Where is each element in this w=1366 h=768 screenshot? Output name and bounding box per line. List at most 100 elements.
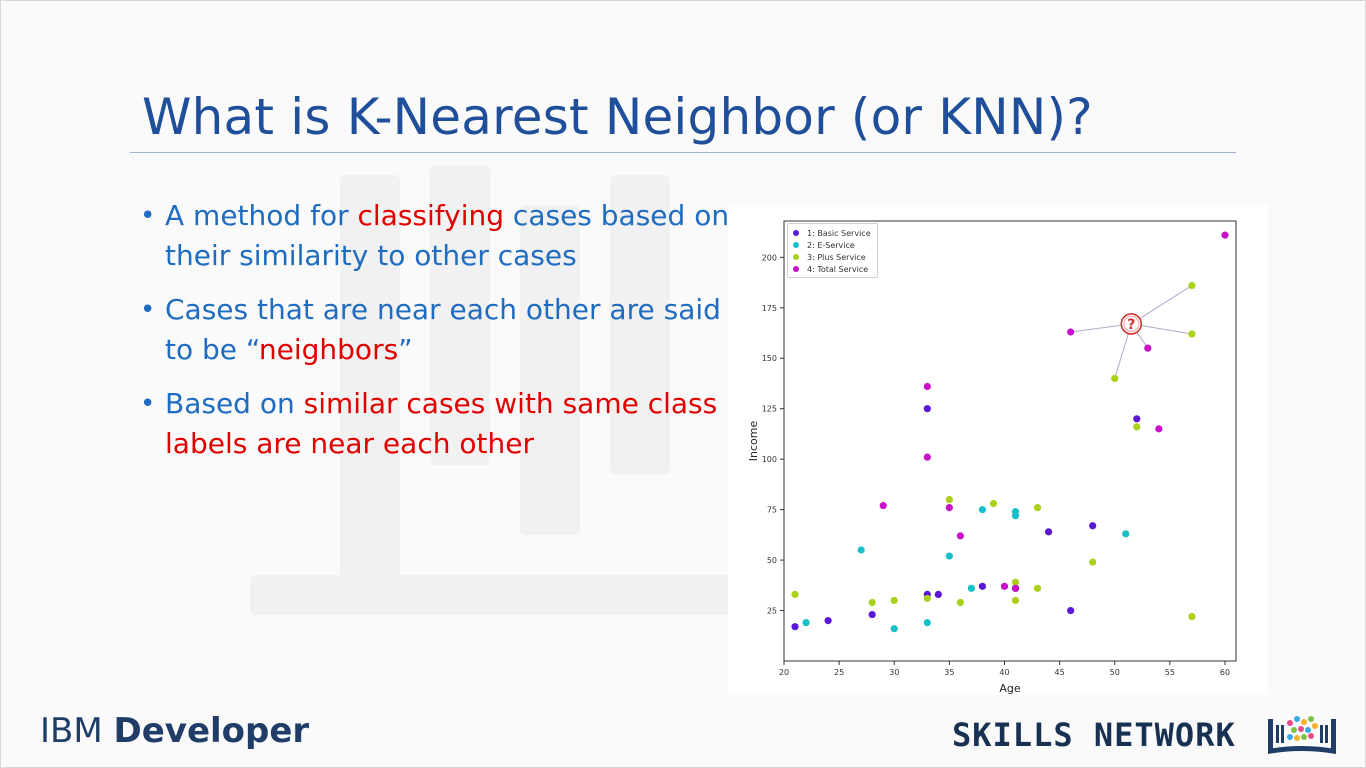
data-point xyxy=(945,504,953,512)
bullet-text: cases based on their similarity to other… xyxy=(165,199,730,272)
y-tick-label: 25 xyxy=(767,607,777,616)
x-tick-label: 30 xyxy=(889,668,899,677)
developer-wordmark: Developer xyxy=(113,711,310,751)
data-point xyxy=(923,594,931,603)
data-point xyxy=(890,625,898,633)
bullet-text: ” xyxy=(398,333,413,366)
x-tick-label: 45 xyxy=(1055,668,1065,677)
data-point xyxy=(824,617,832,625)
legend-marker xyxy=(793,266,799,272)
ibm-developer-logo: IBM Developer xyxy=(40,711,309,751)
x-tick-label: 50 xyxy=(1110,668,1120,677)
data-point xyxy=(934,590,942,598)
x-tick-label: 25 xyxy=(834,668,844,677)
y-tick-label: 150 xyxy=(762,354,777,363)
data-point xyxy=(1133,415,1141,423)
data-point xyxy=(1111,374,1119,383)
bullet-item: Cases that are near each other are said … xyxy=(140,290,740,370)
data-point xyxy=(923,405,931,413)
y-tick-label: 125 xyxy=(762,405,777,414)
y-tick-label: 175 xyxy=(762,304,777,313)
x-tick-label: 55 xyxy=(1165,668,1175,677)
data-point xyxy=(1033,584,1042,592)
bullet-item: Based on similar cases with same class l… xyxy=(140,384,740,464)
highlighted-text: neighbors xyxy=(258,333,399,366)
y-tick-label: 200 xyxy=(762,253,777,262)
bullet-text: A method for xyxy=(165,199,358,232)
legend-entry: 4: Total Service xyxy=(793,263,871,275)
data-point xyxy=(1188,612,1196,621)
data-point xyxy=(1067,328,1075,336)
legend-entry: 1: Basic Service xyxy=(793,227,871,239)
data-point xyxy=(1133,423,1141,431)
data-point xyxy=(1221,231,1229,239)
data-point xyxy=(1144,344,1152,352)
x-tick-label: 20 xyxy=(779,668,789,677)
data-point xyxy=(1188,281,1196,290)
x-tick-label: 40 xyxy=(999,668,1009,677)
data-point xyxy=(956,598,964,607)
data-point xyxy=(1089,558,1097,566)
scatter-plot: 20 25 30 35 40 45 50 55 60 25 50 75 100 125 150 175 200 A… xyxy=(747,220,1237,695)
data-point xyxy=(879,501,887,510)
y-axis-label: Income xyxy=(747,421,760,462)
data-point xyxy=(1122,530,1130,538)
query-point-ring xyxy=(1123,315,1140,332)
data-point xyxy=(978,582,987,590)
data-point xyxy=(1188,330,1196,338)
legend-label: 4: Total Service xyxy=(807,264,869,274)
legend-entry: 2: E-Service xyxy=(793,239,871,251)
data-point xyxy=(978,506,987,514)
data-point xyxy=(956,532,964,540)
x-tick-label: 60 xyxy=(1220,668,1230,677)
data-point xyxy=(1000,582,1009,590)
data-point xyxy=(923,453,931,461)
legend-label: 2: E-Service xyxy=(807,240,855,250)
query-point-label: ? xyxy=(1127,317,1135,333)
legend-marker xyxy=(793,254,799,260)
highlighted-text: similar cases with same class labels are… xyxy=(165,387,718,460)
data-point xyxy=(868,598,876,607)
data-point xyxy=(1011,578,1020,586)
bullet-item: A method for classifying cases based on … xyxy=(140,196,740,276)
title-divider xyxy=(130,152,1236,153)
y-tick-label: 75 xyxy=(767,506,777,515)
plot-area xyxy=(783,220,1237,662)
slide-title: What is K-Nearest Neighbor (or KNN)? xyxy=(142,88,1093,146)
y-tick-label: 50 xyxy=(767,556,777,565)
data-point xyxy=(1011,508,1020,516)
data-point xyxy=(967,584,976,592)
legend-marker xyxy=(793,230,799,236)
x-axis-label: Age xyxy=(999,682,1021,695)
data-point xyxy=(1155,425,1163,433)
data-point xyxy=(923,382,931,391)
ibm-wordmark: IBM xyxy=(40,711,103,751)
data-point xyxy=(890,596,898,605)
data-point xyxy=(1067,606,1075,615)
x-tick-label: 35 xyxy=(944,668,954,677)
data-point xyxy=(1089,522,1097,530)
knn-scatter-chart: 20 25 30 35 40 45 50 55 60 25 50 75 100 125 150 175 200 A… xyxy=(728,205,1268,695)
highlighted-text: classifying xyxy=(357,199,505,232)
legend-marker xyxy=(793,242,799,248)
data-point xyxy=(945,552,953,560)
data-point xyxy=(857,546,865,554)
skills-network-wordmark: SKILLS NETWORK xyxy=(952,716,1236,754)
legend-label: 3: Plus Service xyxy=(807,252,866,262)
chart-legend: 1: Basic Service 2: E-Service 3: Plus Serv… xyxy=(787,223,878,278)
legend-entry: 3: Plus Service xyxy=(793,251,871,263)
y-tick-label: 100 xyxy=(762,455,777,464)
skills-network-books-icon xyxy=(1268,716,1336,754)
bullet-text: Based on xyxy=(165,387,304,420)
data-point xyxy=(802,619,810,627)
legend-label: 1: Basic Service xyxy=(807,228,871,238)
bullet-list: A method for classifying cases based on … xyxy=(140,196,740,478)
data-point xyxy=(791,590,799,598)
neighbor-line xyxy=(1131,285,1193,325)
data-point xyxy=(791,623,799,631)
data-point xyxy=(1033,504,1042,512)
data-point xyxy=(923,619,931,627)
data-point xyxy=(945,495,953,504)
data-point xyxy=(989,499,998,508)
